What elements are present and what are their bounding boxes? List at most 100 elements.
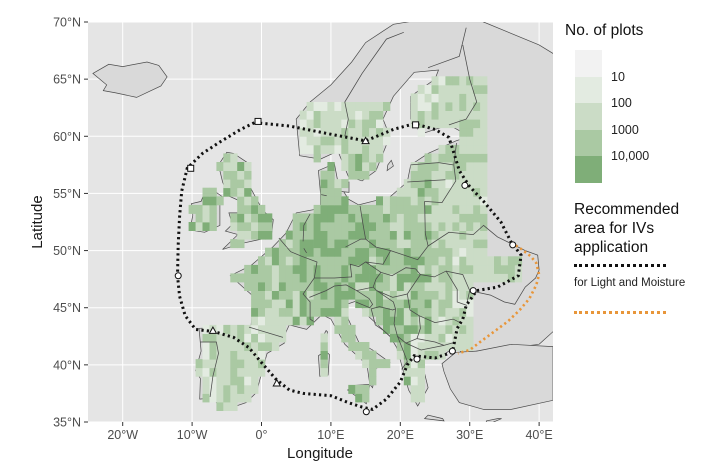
density-cell [431, 239, 439, 249]
density-cell [438, 144, 446, 154]
density-cell [459, 222, 467, 231]
density-cell [362, 162, 370, 171]
density-cell [417, 384, 425, 394]
density-cell [278, 307, 287, 317]
density-cell [410, 213, 418, 223]
density-cell [348, 342, 356, 351]
plot-density-grid [188, 76, 523, 411]
density-cell [452, 264, 460, 274]
density-cell [244, 222, 252, 231]
density-cell [431, 307, 439, 317]
density-cell [230, 170, 238, 180]
density-cell [362, 282, 370, 291]
density-cell [396, 239, 405, 249]
density-cell [459, 136, 467, 146]
density-cell [431, 324, 439, 334]
density-cell [313, 282, 321, 291]
density-cell [271, 342, 280, 351]
density-cell [348, 136, 356, 146]
density-cell [438, 76, 446, 86]
density-cell [452, 93, 460, 103]
density-cell [410, 359, 418, 369]
density-cell [376, 247, 384, 257]
density-cell [369, 136, 377, 146]
density-cell [431, 162, 439, 171]
density-cell [265, 273, 273, 283]
density-cell [278, 239, 287, 249]
density-cell [410, 239, 418, 249]
density-cell [355, 256, 363, 266]
density-cell [403, 230, 412, 240]
density-cell [355, 102, 363, 111]
density-cell [195, 222, 203, 231]
density-cell [417, 239, 425, 249]
x-tick-label: 10°E [317, 428, 344, 442]
y-tick-label: 35°N [53, 416, 81, 430]
density-cell [278, 299, 287, 309]
density-cell [410, 290, 418, 300]
country-border [309, 261, 382, 298]
density-cell [278, 316, 287, 326]
density-cell [507, 264, 516, 274]
density-cell [424, 264, 432, 274]
density-cell [424, 84, 432, 94]
density-cell [362, 170, 370, 180]
density-cell [466, 144, 474, 154]
density-cell [299, 273, 307, 283]
density-cell [438, 333, 446, 343]
density-cell [341, 162, 349, 171]
density-cell [383, 204, 391, 214]
density-cell [334, 187, 342, 197]
density-cell [417, 290, 425, 300]
density-cell [410, 264, 418, 274]
density-cell [348, 290, 356, 300]
density-cell [348, 102, 356, 111]
density-cell [251, 230, 259, 240]
legend-swatch-label: 100 [611, 96, 632, 110]
density-cell [355, 384, 363, 394]
density-cell [410, 384, 418, 394]
density-cell [334, 196, 342, 206]
density-cell [466, 102, 474, 111]
density-cell [355, 136, 363, 146]
density-cell [452, 230, 460, 240]
density-cell [230, 162, 238, 171]
density-cell [473, 84, 481, 94]
density-cell [265, 299, 273, 309]
density-cell [424, 170, 432, 180]
density-cell [369, 230, 377, 240]
density-cell [369, 359, 377, 369]
country-border [302, 213, 311, 242]
land-gotland [386, 159, 394, 172]
density-cell [438, 187, 446, 197]
density-cell [209, 222, 217, 231]
density-cell [306, 119, 314, 129]
density-cell [459, 333, 467, 343]
density-cell [376, 273, 384, 283]
density-cell [348, 333, 356, 343]
x-tick-label: 40°E [525, 428, 552, 442]
density-cell [313, 153, 321, 163]
density-cell [202, 333, 210, 343]
density-cell [216, 196, 224, 206]
density-cell [396, 187, 405, 197]
density-cell [334, 239, 342, 249]
density-cell [285, 230, 294, 240]
density-cell [334, 179, 342, 189]
density-cell [237, 342, 245, 351]
density-cell [202, 367, 210, 377]
density-cell [431, 290, 439, 300]
density-cell [431, 93, 439, 103]
density-cell [445, 273, 453, 283]
density-cell [438, 102, 446, 111]
density-cell [355, 153, 363, 163]
density-cell [306, 256, 314, 266]
density-cell [376, 307, 384, 317]
density-cell [473, 76, 481, 86]
legend-swatch-label: 10 [611, 69, 625, 84]
density-cell [417, 230, 425, 240]
density-cell [348, 127, 356, 137]
density-cell [355, 342, 363, 351]
density-cell [237, 384, 245, 394]
density-cell [292, 273, 300, 283]
